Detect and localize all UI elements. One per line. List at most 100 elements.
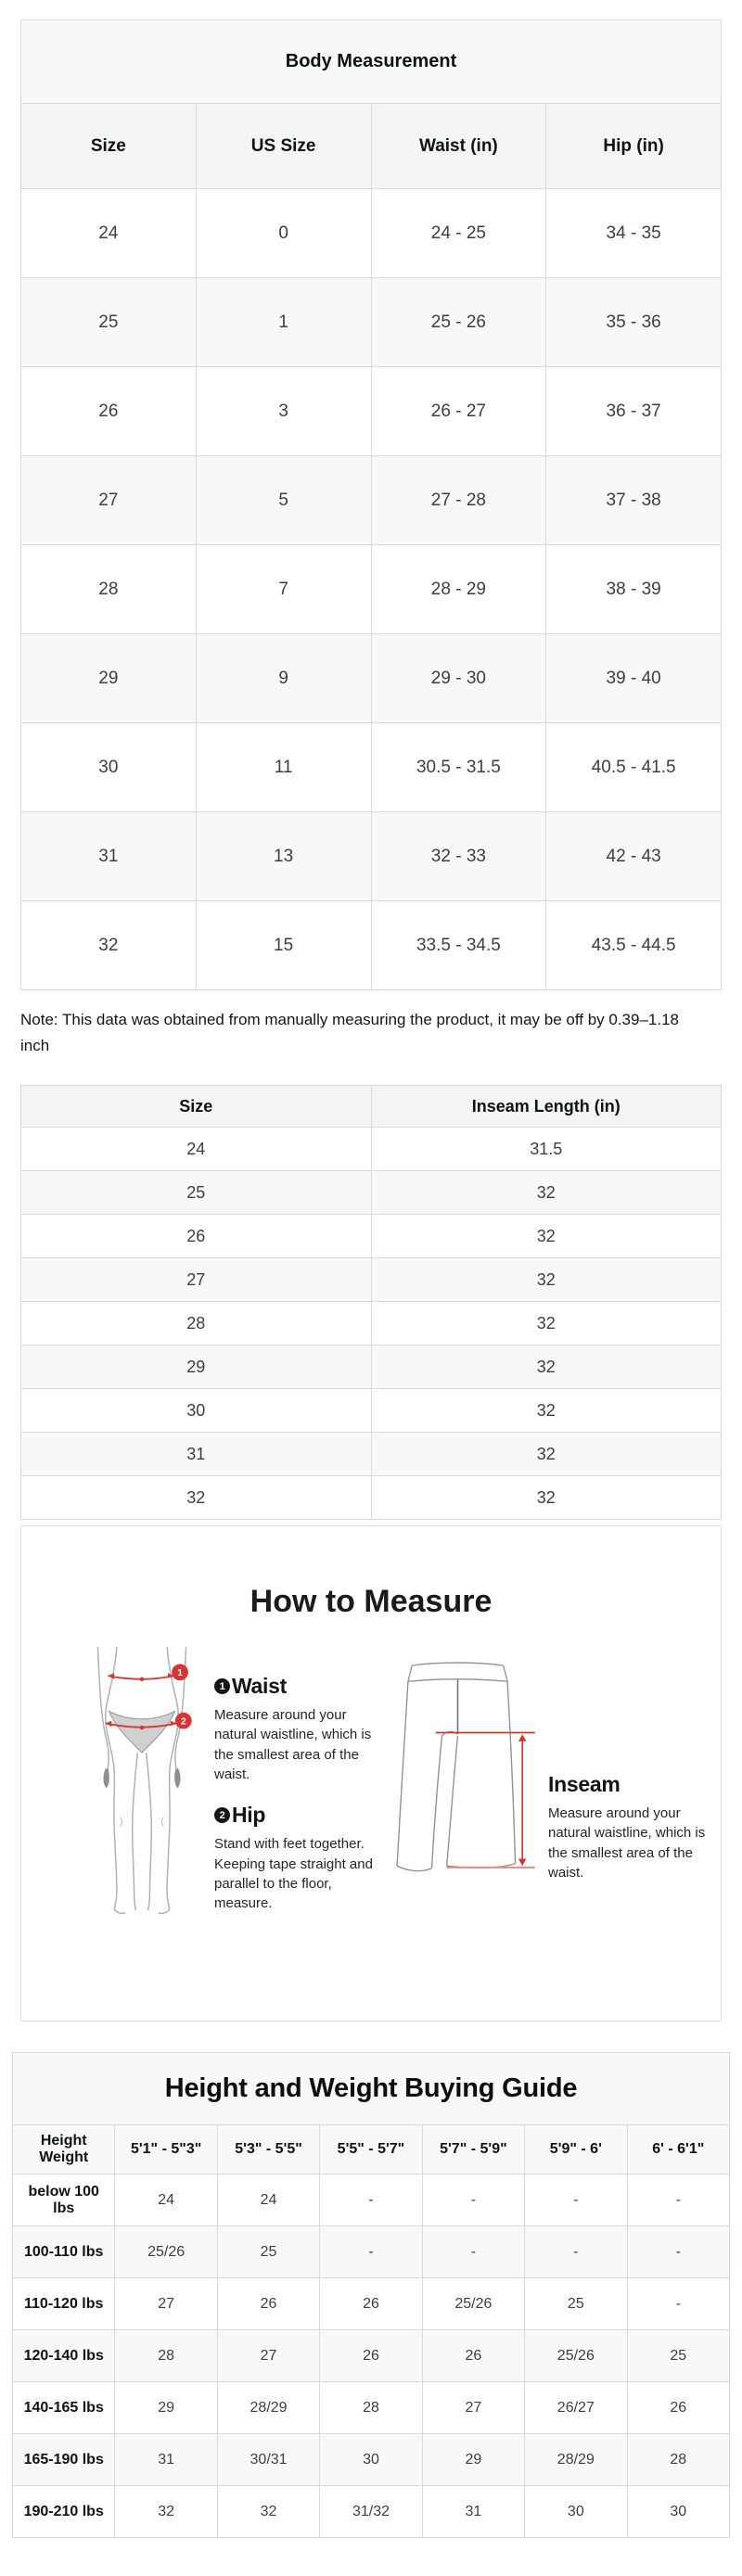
table-cell: 25/26 <box>421 2277 526 2331</box>
body-measurement-title: Body Measurement <box>20 19 722 104</box>
table-cell: 32 <box>370 1214 722 1259</box>
waist-hip-instructions: 1 Waist Measure around your natural wais… <box>214 1674 374 1932</box>
how-to-measure-title: How to Measure <box>249 1584 493 1620</box>
table-cell: 37 - 38 <box>545 455 722 545</box>
table-cell: 28 - 29 <box>370 544 547 634</box>
table-cell: 28 <box>319 2381 423 2435</box>
column-header: 5'5" - 5'7" <box>319 2124 423 2175</box>
table-cell: 30 <box>20 1388 372 1434</box>
column-header: Waist (in) <box>370 103 547 189</box>
table-cell: 39 - 40 <box>545 633 722 723</box>
column-header: Size <box>20 1085 372 1129</box>
table-cell: 31/32 <box>319 2485 423 2539</box>
row-header: 165-190 lbs <box>11 2433 116 2487</box>
table-cell: 25/26 <box>114 2225 218 2279</box>
table-row: 30 11 30.5 - 31.5 40.5 - 41.5 <box>20 722 722 812</box>
how-to-measure-content: 1 2 1 Waist Measure around your natural … <box>38 1642 705 1932</box>
table-cell: 26 <box>216 2277 321 2331</box>
table-cell: 28 <box>20 1301 372 1346</box>
waist-number-badge: 1 <box>214 1678 230 1695</box>
table-cell: 28/29 <box>524 2433 628 2487</box>
table-cell: 28 <box>20 544 197 634</box>
inseam-body: 24 31.5 25 32 26 32 27 32 28 32 29 32 30 32 31 32 32 32 <box>20 1127 722 1521</box>
table-cell: - <box>524 2174 628 2227</box>
table-cell: 27 <box>20 455 197 545</box>
table-cell: 26 <box>20 1214 372 1259</box>
hip-number-badge: 2 <box>214 1807 230 1824</box>
inseam-instruction-text: Measure around your natural waistline, w… <box>548 1805 706 1881</box>
table-row: 120-140 lbs 28 27 26 26 25/26 25 <box>11 2329 731 2383</box>
waist-heading: 1 Waist <box>214 1674 374 1699</box>
table-cell: 32 <box>370 1388 722 1434</box>
height-weight-body: below 100 lbs 24 24- - - -100-110 lbs 25/26 25-… <box>11 2174 731 2539</box>
table-cell: 26 - 27 <box>370 366 547 456</box>
waist-label: Waist <box>232 1674 287 1699</box>
table-cell: 25 <box>626 2329 731 2383</box>
table-cell: 35 - 36 <box>545 277 722 367</box>
height-weight-title: Height and Weight Buying Guide <box>12 2052 730 2126</box>
table-cell: 40.5 - 41.5 <box>545 722 722 812</box>
table-cell: 32 <box>370 1170 722 1216</box>
table-cell: 31 <box>20 1432 372 1477</box>
table-row: 32 32 <box>20 1475 722 1521</box>
table-cell: 32 <box>370 1475 722 1521</box>
table-cell: - <box>319 2225 423 2279</box>
hip-instruction-text: Stand with feet together. Keeping tape s… <box>214 1836 373 1912</box>
table-row: 31 13 32 - 33 42 - 43 <box>20 811 722 901</box>
inseam-instructions: Inseam Measure around your natural waist… <box>548 1772 723 1901</box>
table-cell: 31 <box>20 811 197 901</box>
table-cell: 26 <box>319 2277 423 2331</box>
table-cell: 38 - 39 <box>545 544 722 634</box>
column-header: US Size <box>195 103 372 189</box>
table-cell: 32 <box>20 1475 372 1521</box>
table-cell: 28 <box>626 2433 731 2487</box>
table-cell: 36 - 37 <box>545 366 722 456</box>
column-header: Hip (in) <box>545 103 722 189</box>
table-cell: 30 <box>319 2433 423 2487</box>
table-cell: 28/29 <box>216 2381 321 2435</box>
table-cell: 0 <box>195 188 372 278</box>
table-row: 32 15 33.5 - 34.5 43.5 - 44.5 <box>20 900 722 990</box>
inseam-label: Inseam <box>548 1772 620 1797</box>
table-cell: 31 <box>421 2485 526 2539</box>
column-header: 5'3" - 5'5" <box>216 2124 321 2175</box>
table-cell: 29 <box>20 633 197 723</box>
table-cell: 34 - 35 <box>545 188 722 278</box>
svg-text:2: 2 <box>181 1716 186 1727</box>
pants-illustration <box>396 1662 535 1872</box>
table-cell: 27 <box>114 2277 218 2331</box>
table-cell: 25/26 <box>524 2329 628 2383</box>
row-header: 100-110 lbs <box>11 2225 116 2279</box>
table-cell: 1 <box>195 277 372 367</box>
row-header: 110-120 lbs <box>11 2277 116 2331</box>
table-cell: 32 <box>370 1345 722 1390</box>
table-cell: 30 <box>626 2485 731 2539</box>
table-cell: 9 <box>195 633 372 723</box>
table-row: 26 32 <box>20 1214 722 1259</box>
table-row: 140-165 lbs 29 28/29 28 27 26/27 26 <box>11 2381 731 2435</box>
table-cell: 5 <box>195 455 372 545</box>
row-header: 190-210 lbs <box>11 2485 116 2539</box>
table-cell: 15 <box>195 900 372 990</box>
table-cell: 30 <box>20 722 197 812</box>
column-header: Height Weight <box>11 2124 116 2175</box>
height-weight-title-row: Height and Weight Buying Guide <box>12 2052 730 2126</box>
table-cell: 42 - 43 <box>545 811 722 901</box>
table-cell: 27 - 28 <box>370 455 547 545</box>
table-row: 29 32 <box>20 1345 722 1390</box>
size-chart-page: Body Measurement Size US Size Waist (in) Hi… <box>0 19 742 2539</box>
table-row: 27 32 <box>20 1257 722 1303</box>
table-cell: - <box>421 2174 526 2227</box>
table-cell: 26 <box>20 366 197 456</box>
table-cell: 25 <box>216 2225 321 2279</box>
table-cell: 24 <box>20 188 197 278</box>
table-cell: - <box>319 2174 423 2227</box>
height-weight-table: Height and Weight Buying Guide Height We… <box>11 2052 731 2539</box>
column-header: 6' - 6'1" <box>626 2124 731 2175</box>
body-figure-illustration: 1 2 <box>96 1647 192 1915</box>
table-row: 28 32 <box>20 1301 722 1346</box>
table-cell: - <box>421 2225 526 2279</box>
table-cell: 31.5 <box>370 1127 722 1172</box>
table-cell: 27 <box>20 1257 372 1303</box>
table-row: 25 1 25 - 26 35 - 36 <box>20 277 722 367</box>
